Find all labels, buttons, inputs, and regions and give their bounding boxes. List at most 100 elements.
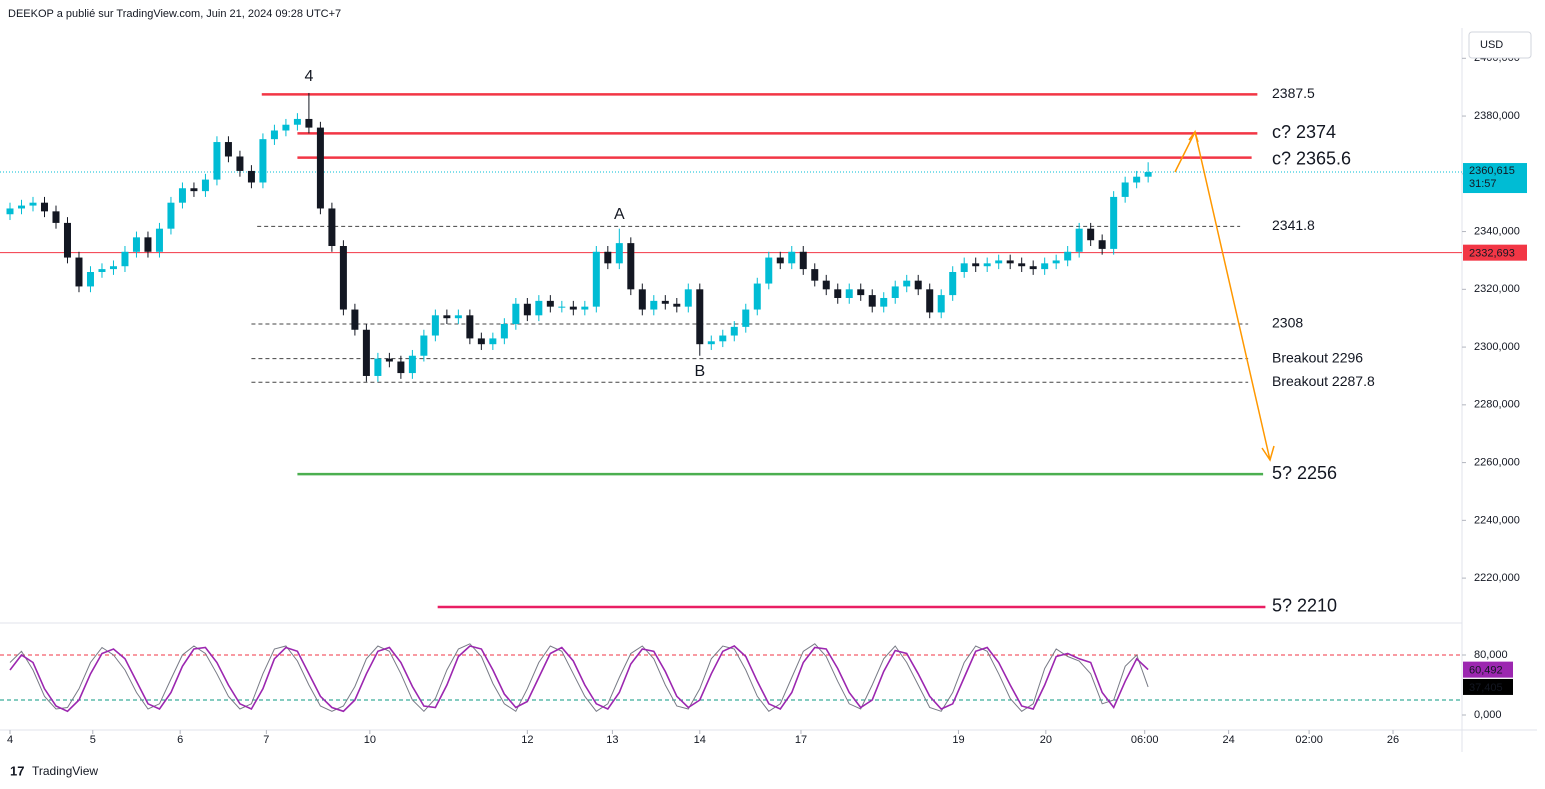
candle-body xyxy=(144,237,152,252)
level-label: 5? 2210 xyxy=(1272,596,1337,616)
last-price-label: 2360,615 xyxy=(1469,165,1515,177)
y-tick-label: 2260,000 xyxy=(1474,456,1520,468)
candle-body xyxy=(868,295,876,307)
candle-body xyxy=(880,297,888,307)
candle-body xyxy=(6,208,14,215)
candle-body xyxy=(190,188,198,192)
candle-body xyxy=(1144,172,1152,177)
candle-body xyxy=(1029,266,1037,270)
y-tick-label: 2240,000 xyxy=(1474,514,1520,526)
candle-body xyxy=(420,335,428,356)
x-tick-label: 06:00 xyxy=(1131,734,1159,746)
candle-body xyxy=(914,280,922,290)
x-tick-label: 10 xyxy=(364,734,376,746)
candle-body xyxy=(903,280,911,287)
candle-body xyxy=(52,211,60,223)
candle-body xyxy=(523,303,531,316)
candle-body xyxy=(454,315,462,319)
candle-body xyxy=(753,283,761,310)
candle-body xyxy=(408,355,416,374)
price-line-box xyxy=(1463,244,1527,261)
candle-body xyxy=(673,303,681,307)
y-tick-label: 2340,000 xyxy=(1474,225,1520,237)
candle-body xyxy=(788,251,796,264)
candle-body xyxy=(592,251,600,307)
candle-body xyxy=(615,243,623,264)
candle-body xyxy=(351,309,359,330)
candle-body xyxy=(661,300,669,304)
x-tick-label: 14 xyxy=(694,734,706,746)
value-label: 60,492 xyxy=(1469,665,1503,677)
candle-body xyxy=(811,269,819,281)
candle-body xyxy=(63,222,71,258)
candle-body xyxy=(374,358,382,376)
level-label: c? 2374 xyxy=(1272,122,1336,142)
currency-box[interactable] xyxy=(1468,31,1532,59)
candle-body xyxy=(178,188,186,203)
candle-body xyxy=(558,306,566,308)
oscillator-line xyxy=(9,645,1149,713)
candle-body xyxy=(765,257,773,284)
candle-body xyxy=(696,289,704,345)
x-tick-label: 5 xyxy=(90,734,96,746)
candle-body xyxy=(972,263,980,267)
candle-body xyxy=(1075,228,1083,252)
candle-body xyxy=(1110,196,1118,249)
candle-body xyxy=(132,237,140,252)
candle-body xyxy=(500,323,508,339)
level-label: Breakout 2296 xyxy=(1272,349,1363,365)
candle-body xyxy=(385,358,393,362)
candle-body xyxy=(17,205,25,209)
last-price-box xyxy=(1463,163,1527,194)
x-tick-label: 6 xyxy=(177,734,183,746)
candle-body xyxy=(1064,251,1072,261)
candle-body xyxy=(167,202,175,229)
y-tick-label: 2220,000 xyxy=(1474,572,1520,584)
candle-body xyxy=(431,315,439,336)
candle-body xyxy=(40,202,48,212)
currency: USD xyxy=(1480,39,1503,51)
candle-body xyxy=(29,202,37,206)
candle-body xyxy=(799,251,807,270)
y-tick-label: 2280,000 xyxy=(1474,399,1520,411)
x-tick-label: 7 xyxy=(263,734,269,746)
candle-body xyxy=(834,289,842,298)
candle-body xyxy=(1098,240,1106,249)
candle-body xyxy=(857,289,865,296)
candle-body xyxy=(891,286,899,298)
candle-body xyxy=(638,289,646,310)
candle-body xyxy=(339,246,347,310)
x-tick-label: 02:00 xyxy=(1295,734,1323,746)
value-box xyxy=(1463,678,1513,695)
candle-body xyxy=(604,251,612,264)
brand-logo: 17 xyxy=(10,763,24,778)
y-tick-label: 80,000 xyxy=(1474,649,1508,661)
candle-body xyxy=(581,306,589,310)
candle-body xyxy=(1087,228,1095,241)
x-tick-label: 24 xyxy=(1222,734,1234,746)
candle-body xyxy=(1018,263,1026,267)
candle-body xyxy=(546,300,554,307)
level-label: 5? 2256 xyxy=(1272,463,1337,483)
candle-body xyxy=(466,315,474,339)
candle-body xyxy=(535,300,543,316)
brand: TradingView xyxy=(32,764,98,778)
y-tick-label: 2380,000 xyxy=(1474,110,1520,122)
candle-body xyxy=(512,303,520,324)
x-tick-label: 12 xyxy=(521,734,533,746)
wave-label: 4 xyxy=(304,68,313,85)
candle-body xyxy=(684,289,692,307)
value-box xyxy=(1463,661,1513,678)
value-label: 37,405 xyxy=(1469,682,1503,694)
candle-body xyxy=(224,142,232,157)
candle-body xyxy=(926,289,934,313)
level-label: 2341.8 xyxy=(1272,217,1315,233)
candle-body xyxy=(247,170,255,183)
plot: 2220,000 2240,000 2260,000 2280,000 2300,000… xyxy=(0,52,1527,746)
candle-body xyxy=(477,338,485,345)
arrow-head xyxy=(1261,445,1275,462)
price-line-label: 2332,693 xyxy=(1469,248,1515,260)
level-label: Breakout 2287.8 xyxy=(1272,373,1375,389)
candle-body xyxy=(707,341,715,345)
candle-body xyxy=(822,280,830,290)
